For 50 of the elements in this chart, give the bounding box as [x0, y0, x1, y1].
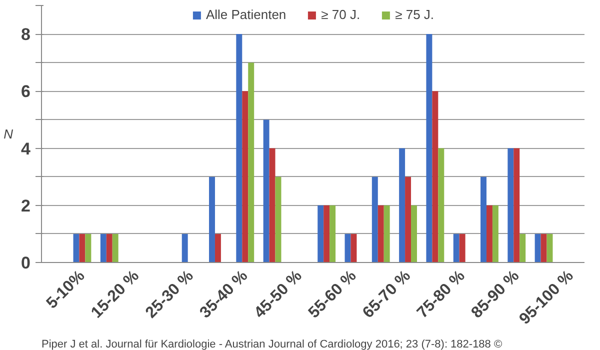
bar: [540, 234, 547, 262]
bar: [350, 234, 357, 262]
bar: [405, 176, 412, 262]
bar: [318, 205, 324, 262]
y-tick-label: 0: [21, 254, 31, 272]
bar: [378, 205, 384, 262]
y-tick-label: 2: [21, 196, 31, 216]
legend-label: ≥ 75 J.: [395, 7, 434, 22]
bar: [112, 234, 118, 262]
bar: [438, 148, 444, 262]
bar: [384, 205, 390, 262]
bar: [546, 234, 553, 262]
bar: [459, 234, 466, 262]
bar: [275, 176, 282, 262]
bar: [269, 148, 276, 262]
legend-label: Alle Patienten: [206, 7, 286, 22]
text: Piper J et al. Journal für Kardiologie - Austrian Journal of Cardiology 2016; 23 (7-8): 182-188 ©: [42, 338, 502, 350]
y-tick-label: 8: [21, 25, 31, 44]
bar: [492, 205, 498, 262]
bar: [79, 234, 86, 262]
bar: [411, 205, 417, 262]
bar: [182, 234, 188, 262]
y-tick-label: 6: [21, 82, 31, 102]
bar: [372, 176, 378, 262]
y-tick-label: 4: [21, 139, 32, 158]
bar: [263, 120, 270, 262]
bar: [324, 205, 330, 262]
legend-label: ≥ 70 J.: [321, 7, 360, 22]
bar: [106, 234, 112, 262]
bar: [242, 91, 248, 262]
bar: [534, 234, 541, 262]
bar: [432, 91, 438, 262]
bar: [426, 34, 432, 262]
bar: [214, 234, 221, 262]
bar: [73, 234, 80, 262]
bar: [248, 62, 254, 262]
bar: [344, 234, 351, 262]
bar: [453, 234, 460, 262]
bar: [209, 176, 215, 262]
bar: [514, 148, 520, 262]
bar: [330, 205, 336, 262]
bar: [399, 148, 406, 262]
bar: [520, 234, 526, 262]
bar: [100, 234, 106, 262]
bar: [236, 34, 242, 262]
bar: [486, 205, 492, 262]
y-axis-title: N: [4, 126, 14, 142]
bar: [508, 148, 514, 262]
bar: [85, 234, 92, 262]
bar: [480, 176, 486, 262]
